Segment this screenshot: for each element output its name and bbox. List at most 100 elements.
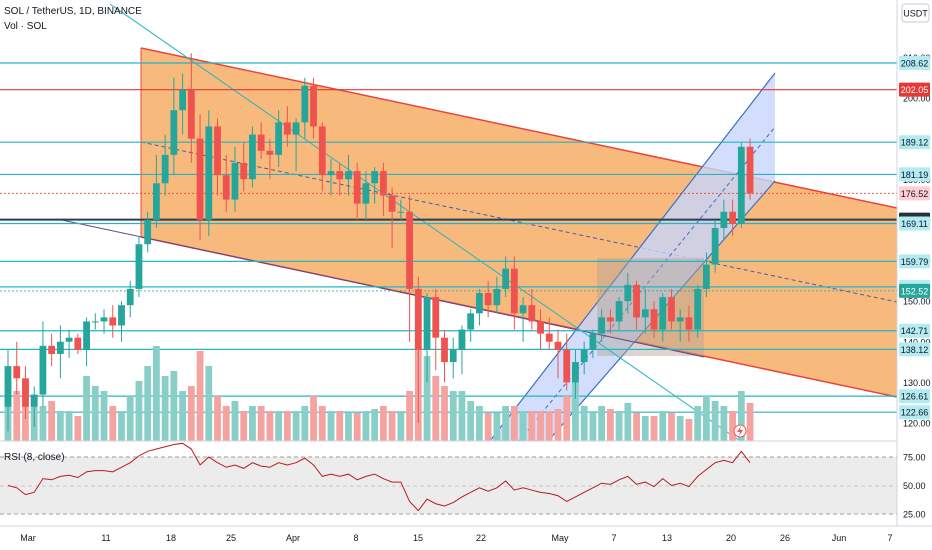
candle xyxy=(179,73,186,135)
volume-bar xyxy=(91,386,99,441)
consolidation-box xyxy=(597,258,704,356)
candle-body xyxy=(257,134,265,151)
volume-bar xyxy=(310,396,317,441)
currency-button[interactable]: USDT xyxy=(901,3,930,23)
candle xyxy=(135,236,143,298)
candle xyxy=(48,333,56,367)
level-price-text: 189.12 xyxy=(901,138,929,148)
candle-body xyxy=(414,288,422,350)
candle-body xyxy=(703,264,710,289)
candle-body xyxy=(397,211,405,213)
level-price-tag xyxy=(899,82,930,97)
candle-body xyxy=(502,268,510,289)
candle xyxy=(449,337,457,379)
rsi-tick-label: 75.00 xyxy=(903,453,926,463)
candle xyxy=(502,256,510,298)
volume-bar xyxy=(345,413,352,441)
price-tick-label: 150.00 xyxy=(903,297,931,307)
candle-body xyxy=(668,297,675,322)
level-price-label: 169.11 xyxy=(899,216,930,231)
volume-bar xyxy=(633,413,640,441)
candle-body xyxy=(161,154,169,184)
currency-label: USDT xyxy=(903,9,928,19)
volume-bar xyxy=(668,413,675,441)
candle xyxy=(283,106,291,147)
date-tick-label: 15 xyxy=(413,533,423,543)
candle xyxy=(362,171,370,220)
candle-body xyxy=(729,211,736,224)
volume-bar xyxy=(598,406,606,441)
candle-body xyxy=(659,297,667,330)
date-tick-label: 20 xyxy=(726,533,736,543)
candle xyxy=(118,301,125,342)
volume-bar xyxy=(441,386,448,441)
candle-body xyxy=(580,349,588,363)
volume-bar xyxy=(205,366,213,441)
date-tick-label: Jun xyxy=(832,533,847,543)
volume-bar xyxy=(83,376,90,441)
volume-bar xyxy=(589,411,597,441)
lightning-icon[interactable] xyxy=(733,424,747,438)
candle xyxy=(641,288,649,334)
volume-bar xyxy=(301,406,309,441)
candle xyxy=(56,325,64,379)
candle xyxy=(406,195,413,342)
candle-body xyxy=(48,345,56,354)
volume-bar xyxy=(74,416,82,441)
volume-bar xyxy=(676,416,684,441)
level-price-tag xyxy=(899,389,930,404)
symbol-title[interactable]: SOL / TetherUS, 1D, BINANCE xyxy=(4,6,142,17)
candle xyxy=(301,77,309,139)
candle xyxy=(476,288,483,326)
candle xyxy=(423,293,431,383)
candle xyxy=(668,288,675,330)
rsi-tick-label: 25.00 xyxy=(903,510,926,520)
candle xyxy=(318,122,326,192)
level-price-tag xyxy=(899,323,930,338)
volume-bar xyxy=(694,406,702,441)
volume-bar xyxy=(275,411,283,441)
candle xyxy=(144,211,152,253)
volume-bar xyxy=(537,411,544,441)
volume-bar xyxy=(214,396,221,441)
candle xyxy=(4,349,12,432)
candle xyxy=(13,341,21,395)
candle xyxy=(275,110,283,168)
candle xyxy=(519,297,527,342)
candle xyxy=(633,280,640,330)
candle xyxy=(659,293,667,342)
channel-midline xyxy=(140,141,898,303)
candle-body xyxy=(292,122,300,135)
candle xyxy=(327,158,335,196)
candle xyxy=(205,110,213,237)
level-price-label: 138.12 xyxy=(899,342,930,357)
level-price-tag xyxy=(899,342,930,357)
candle-body xyxy=(327,171,335,176)
rising-channel-top xyxy=(489,72,776,442)
candle xyxy=(493,276,501,314)
volume-bar xyxy=(711,401,719,441)
candle-body xyxy=(528,305,536,322)
candle xyxy=(196,114,204,241)
volume-bar xyxy=(292,411,300,441)
candle-body xyxy=(318,126,326,176)
volume-bar xyxy=(545,411,553,441)
candle-body xyxy=(249,134,256,180)
volume-legend[interactable]: Vol · SOL xyxy=(4,21,47,32)
volume-bar xyxy=(493,413,501,441)
candle xyxy=(345,154,352,196)
date-axis[interactable]: Mar 11 18 25 Apr 8 15 22 May 7 13 20 26 Jun 7 xyxy=(20,533,892,543)
date-tick-label: Mar xyxy=(20,533,36,543)
volume-bar xyxy=(458,391,466,441)
candlesticks xyxy=(4,53,754,432)
level-price-text: 142.71 xyxy=(901,326,929,336)
candle xyxy=(65,329,73,358)
rsi-legend[interactable]: RSI (8, close) xyxy=(4,452,65,463)
date-tick-label: 11 xyxy=(101,533,110,543)
candle xyxy=(83,317,90,367)
candle-body xyxy=(484,293,492,306)
support-trendline xyxy=(61,219,705,358)
candle-body xyxy=(240,163,248,180)
